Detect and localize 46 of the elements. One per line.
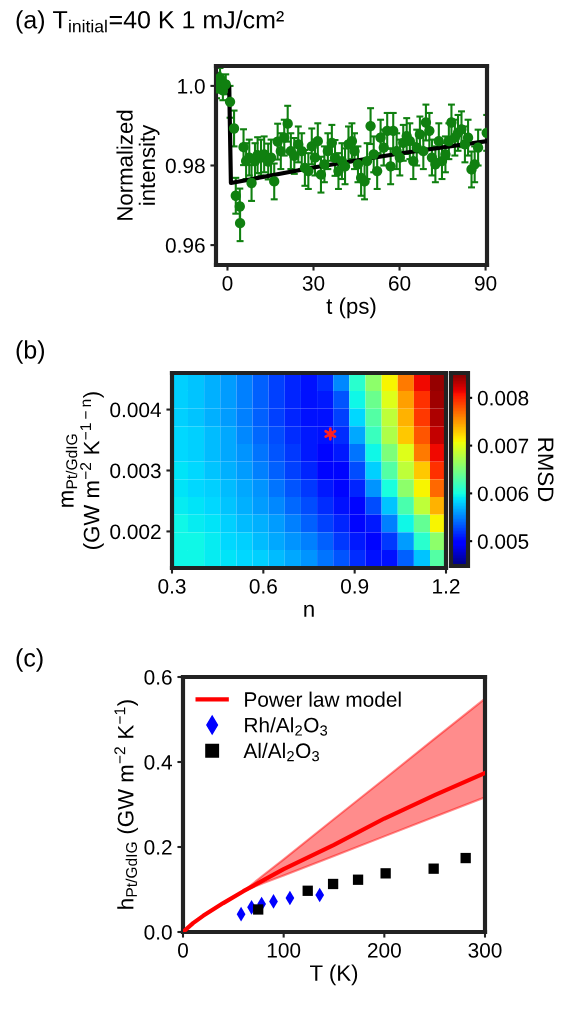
y-tick-label: 0.0 [144, 925, 172, 940]
color-bar-label: 0.008 [477, 390, 529, 406]
y-axis-title: h$_{Pt/GdIG}$ (GW m$^{−2}$ K$^{−1}$) [114, 700, 138, 909]
point [428, 863, 439, 874]
x-tick-label: 30 [302, 275, 325, 291]
y-tick-label: 1.0 [178, 78, 205, 94]
x-tick-label: 1.2 [433, 578, 460, 594]
chart-title: (c) [16, 648, 43, 672]
y-tick-label: 0.96 [165, 238, 205, 253]
x-tick-label: 60 [389, 275, 411, 291]
legend-label: Rh/Al$_{2}$O$_{3}$ [245, 717, 328, 736]
point [327, 878, 339, 890]
x-tick-label: 300 [468, 942, 502, 958]
color-bar-title: RMSD [537, 438, 554, 502]
y-tick-label: 0.4 [144, 755, 172, 770]
chart-title: (b) [16, 340, 44, 364]
x-tick-label: 0.6 [249, 578, 277, 594]
legend-label: Al/Al$_{2}$O$_{3}$ [243, 742, 319, 762]
x-tick-label: 0.3 [158, 578, 186, 594]
x-tick-label: 200 [368, 942, 401, 958]
point [302, 885, 313, 896]
y-tick-label: 0.003 [110, 463, 161, 479]
x-tick-label: 0.9 [341, 578, 369, 594]
x-tick-label: 0 [178, 942, 188, 958]
y-axis-title: Normalized intensity [116, 110, 160, 220]
x-tick-label: 0 [222, 275, 233, 291]
legend-label: Power law model [245, 691, 401, 707]
color-bar-label: 0.007 [477, 438, 529, 454]
point [460, 852, 471, 864]
point [352, 874, 364, 885]
chart-title: (a) T$_{initial}$=40 K 1 mJ/cm² [16, 10, 284, 34]
y-tick-label: 0.002 [110, 524, 161, 540]
color-bar-label: 0.005 [477, 534, 529, 549]
y-tick-label: 0.004 [110, 402, 161, 418]
y-tick-label: 0.2 [144, 840, 172, 855]
color-bar-label: 0.006 [477, 486, 529, 502]
x-axis-title: T (K) [310, 964, 358, 986]
y-axis-title: m$_{Pt/GdIG}$ (GW m$^{−2}$ K$^{−1−n}$) [61, 392, 104, 550]
y-tick-label: 0.98 [165, 158, 205, 174]
point [380, 868, 391, 879]
x-axis-title: t (ps) [326, 297, 376, 319]
x-axis-title: n [304, 604, 314, 617]
y-tick-label: 0.6 [144, 670, 172, 685]
x-tick-label: 100 [267, 942, 301, 958]
x-tick-label: 90 [474, 275, 497, 291]
point [253, 904, 264, 915]
